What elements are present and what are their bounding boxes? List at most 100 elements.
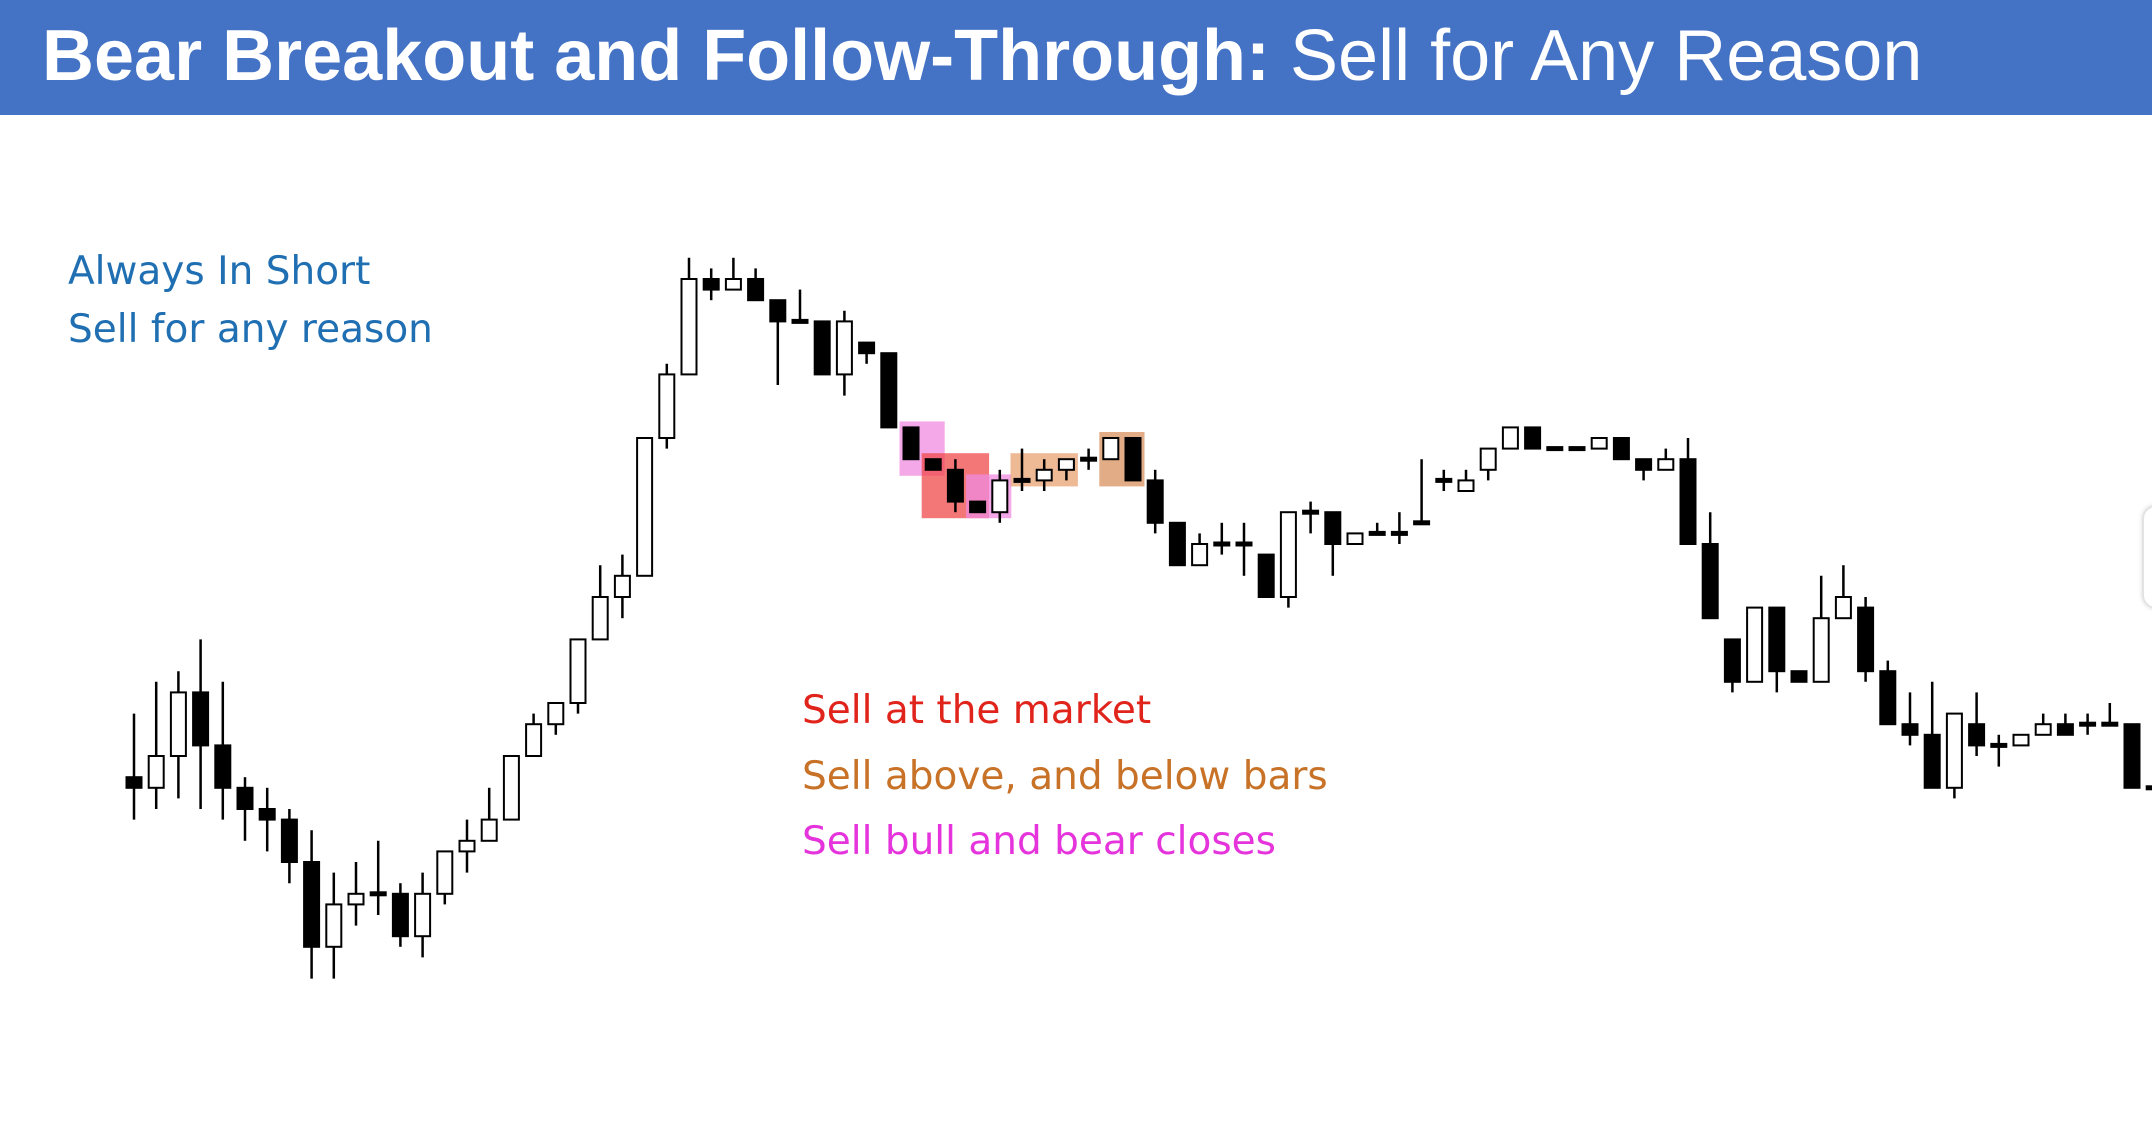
slide-title-bold: Bear Breakout and Follow-Through: bbox=[42, 16, 1271, 96]
candle-body-40 bbox=[1013, 477, 1031, 483]
legend-sell-above-below: Sell above, and below bars bbox=[802, 754, 1328, 799]
candle-body-37 bbox=[946, 468, 964, 503]
candle-body-57 bbox=[1390, 530, 1408, 536]
candle-body-77 bbox=[1834, 596, 1852, 620]
candle-body-72 bbox=[1723, 638, 1741, 683]
candle-body-1 bbox=[147, 755, 165, 789]
candle-body-89 bbox=[2101, 721, 2119, 727]
candle-body-12 bbox=[391, 892, 409, 938]
candle-body-87 bbox=[2056, 723, 2074, 736]
candle-body-2 bbox=[169, 691, 187, 758]
candle-body-3 bbox=[192, 691, 210, 747]
candle-body-73 bbox=[1746, 606, 1764, 683]
candle-body-26 bbox=[702, 278, 720, 291]
candle-body-64 bbox=[1546, 446, 1564, 452]
candle-body-60 bbox=[1457, 479, 1475, 492]
candle-body-49 bbox=[1213, 541, 1231, 547]
candle-body-23 bbox=[636, 437, 654, 577]
candle-body-83 bbox=[1968, 723, 1986, 747]
candle-body-50 bbox=[1235, 541, 1253, 547]
candle-body-16 bbox=[480, 818, 498, 842]
candle-body-65 bbox=[1568, 446, 1586, 452]
candle-body-7 bbox=[280, 818, 298, 863]
candle-body-6 bbox=[258, 808, 276, 821]
always-in-short-note: Always In Short bbox=[68, 249, 371, 294]
candle-body-48 bbox=[1191, 543, 1209, 567]
candle-body-29 bbox=[769, 299, 787, 323]
candle-body-58 bbox=[1413, 520, 1431, 526]
candle-body-61 bbox=[1479, 447, 1497, 471]
candle-body-43 bbox=[1080, 456, 1098, 462]
candle-body-9 bbox=[325, 903, 343, 948]
candle-body-4 bbox=[214, 744, 232, 789]
candle-body-78 bbox=[1857, 606, 1875, 673]
candle-body-71 bbox=[1701, 543, 1719, 620]
candle-body-5 bbox=[236, 786, 254, 810]
candle-body-52 bbox=[1279, 511, 1297, 599]
legend-sell-market: Sell at the market bbox=[802, 688, 1152, 733]
candle-body-34 bbox=[880, 352, 898, 429]
candle-body-13 bbox=[414, 892, 432, 938]
candle-body-42 bbox=[1057, 458, 1075, 471]
candle-body-59 bbox=[1435, 477, 1453, 483]
candle-body-8 bbox=[303, 861, 321, 948]
candle-body-25 bbox=[680, 278, 698, 376]
candle-body-31 bbox=[813, 320, 831, 376]
edge-scroll-tab[interactable] bbox=[2142, 505, 2152, 609]
candle-body-76 bbox=[1812, 617, 1830, 683]
candle-body-75 bbox=[1790, 670, 1808, 683]
candle-body-55 bbox=[1346, 532, 1364, 546]
candle-body-33 bbox=[858, 341, 876, 355]
candle-body-18 bbox=[525, 723, 543, 758]
slide-title: Bear Breakout and Follow-Through: Sell f… bbox=[42, 12, 1922, 100]
candle-body-30 bbox=[791, 318, 809, 324]
candle-body-85 bbox=[2012, 733, 2030, 747]
candle-body-44 bbox=[1102, 437, 1120, 461]
slide-title-rest: Sell for Any Reason bbox=[1290, 16, 1923, 96]
candle-body-46 bbox=[1146, 479, 1164, 524]
candle-body-24 bbox=[658, 373, 676, 439]
candle-body-36 bbox=[924, 458, 942, 471]
candle-body-74 bbox=[1768, 606, 1786, 673]
candle-body-32 bbox=[835, 320, 853, 376]
candle-body-38 bbox=[969, 500, 987, 514]
candle-body-66 bbox=[1590, 437, 1608, 450]
legend-sell-closes: Sell bull and bear closes bbox=[802, 819, 1276, 864]
candle-body-35 bbox=[902, 426, 920, 461]
candle-body-81 bbox=[1923, 733, 1941, 789]
candle-body-90 bbox=[2123, 723, 2141, 789]
candle-body-10 bbox=[347, 892, 365, 906]
candle-body-14 bbox=[436, 850, 454, 895]
candle-body-67 bbox=[1612, 437, 1630, 461]
candle-body-28 bbox=[747, 278, 765, 302]
candle-body-20 bbox=[569, 638, 587, 705]
candle-body-80 bbox=[1901, 723, 1919, 736]
candle-body-82 bbox=[1945, 712, 1963, 789]
candle-body-47 bbox=[1168, 521, 1186, 567]
candle-body-17 bbox=[502, 755, 520, 821]
candle-body-41 bbox=[1035, 468, 1053, 482]
candle-body-63 bbox=[1524, 426, 1542, 450]
candle-body-62 bbox=[1501, 426, 1519, 450]
candle-body-84 bbox=[1990, 742, 2008, 748]
candle-body-68 bbox=[1635, 458, 1653, 471]
candle-body-53 bbox=[1302, 509, 1320, 515]
candle-body-39 bbox=[991, 479, 1009, 514]
candle-body-86 bbox=[2034, 723, 2052, 736]
candle-body-15 bbox=[458, 839, 476, 853]
candle-body-27 bbox=[724, 278, 742, 291]
candle-body-0 bbox=[125, 776, 143, 789]
candle-body-22 bbox=[613, 574, 631, 598]
candle-body-69 bbox=[1657, 458, 1675, 471]
candle-body-56 bbox=[1368, 530, 1386, 536]
candle-body-51 bbox=[1257, 553, 1275, 598]
candle-body-88 bbox=[2079, 721, 2097, 727]
candle-body-19 bbox=[547, 702, 565, 726]
candle-body-91 bbox=[2145, 785, 2152, 791]
candle-body-54 bbox=[1324, 511, 1342, 546]
candle-body-70 bbox=[1679, 458, 1697, 546]
title-bar bbox=[0, 0, 2152, 115]
candle-body-79 bbox=[1879, 670, 1897, 726]
sell-any-reason-note: Sell for any reason bbox=[68, 307, 433, 352]
